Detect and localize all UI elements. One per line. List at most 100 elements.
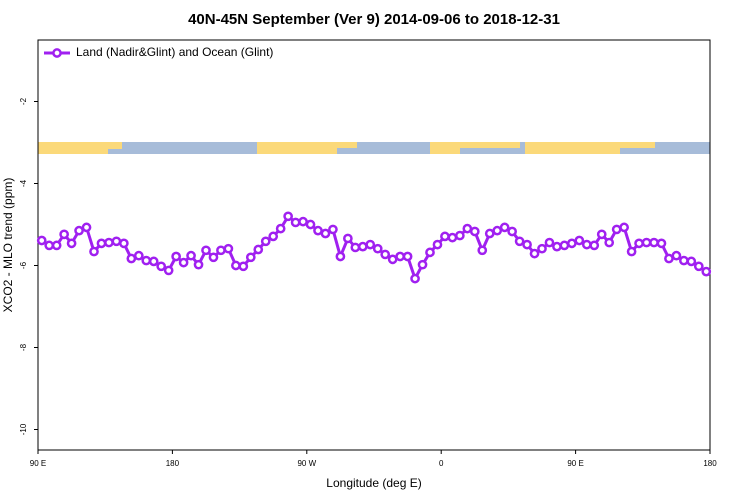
data-point	[499, 222, 510, 233]
data-point	[693, 261, 704, 272]
data-point	[275, 223, 286, 234]
data-point	[178, 257, 189, 268]
data-point	[208, 252, 219, 263]
data-point	[328, 224, 338, 235]
data-point	[44, 240, 55, 251]
data-point	[544, 237, 555, 248]
data-point	[186, 250, 196, 261]
data-point	[238, 261, 249, 272]
data-point	[96, 238, 107, 249]
data-point	[417, 259, 428, 270]
x-tick-label: 180	[703, 459, 717, 468]
data-point	[664, 253, 674, 264]
data-point	[686, 256, 697, 267]
land-ocean-strip	[38, 142, 710, 154]
data-point	[260, 236, 271, 247]
data-point	[133, 250, 144, 261]
data-point	[171, 251, 181, 262]
data-point	[462, 223, 473, 234]
data-point	[36, 235, 47, 246]
x-tick-label: 90 E	[567, 459, 583, 468]
data-point	[126, 253, 137, 264]
data-point	[395, 251, 405, 262]
data-point	[74, 225, 84, 236]
chart-title: 40N-45N September (Ver 9) 2014-09-06 to …	[188, 11, 560, 28]
data-point	[484, 228, 495, 239]
data-point	[283, 211, 293, 222]
data-point	[59, 229, 69, 240]
x-tick-label: 90 E	[30, 459, 46, 468]
data-point	[245, 252, 256, 263]
data-point	[604, 237, 615, 248]
data-point	[298, 216, 308, 227]
data-point	[89, 246, 99, 257]
data-point	[641, 237, 652, 248]
data-point	[649, 237, 659, 248]
data-point	[193, 259, 204, 270]
data-point	[163, 265, 174, 276]
data-point	[320, 228, 331, 239]
data-point	[634, 238, 644, 249]
data-point	[231, 260, 241, 271]
data-point	[477, 245, 488, 256]
x-axis-label: Longitude (deg E)	[326, 476, 421, 490]
data-point	[372, 243, 383, 254]
data-point	[141, 255, 152, 266]
y-tick-label: -10	[19, 423, 28, 435]
plot-frame	[37, 39, 711, 451]
data-point	[679, 255, 689, 266]
data-point	[514, 236, 525, 247]
data-point	[387, 254, 398, 265]
data-point	[148, 256, 159, 267]
data-point	[425, 247, 435, 258]
data-point	[567, 238, 577, 249]
data-point	[335, 251, 346, 262]
data-point	[201, 245, 211, 256]
data-point	[581, 239, 592, 250]
y-tick-label: -6	[19, 261, 28, 269]
y-axis-label: XCO2 - MLO trend (ppm)	[1, 178, 15, 313]
data-point	[626, 246, 637, 257]
data-point	[529, 248, 540, 259]
data-point	[596, 229, 607, 240]
data-point	[290, 217, 301, 228]
data-point	[619, 222, 629, 233]
data-point	[611, 224, 622, 235]
data-point	[574, 235, 585, 246]
x-tick-label: 180	[166, 459, 180, 468]
data-point	[552, 241, 562, 252]
data-point	[51, 240, 62, 251]
data-point	[119, 238, 129, 249]
data-point	[492, 225, 503, 236]
data-point	[559, 240, 570, 251]
data-point	[223, 243, 234, 254]
data-point	[402, 251, 413, 262]
data-point	[268, 231, 279, 242]
data-point	[81, 222, 92, 233]
data-point	[216, 245, 226, 256]
data-point	[671, 250, 682, 261]
legend-label: Land (Nadir&Glint) and Ocean (Glint)	[76, 45, 273, 59]
data-point	[66, 238, 77, 249]
data-point	[432, 239, 443, 250]
data-point	[410, 273, 420, 284]
x-tick-label: 0	[439, 459, 444, 468]
data-point	[156, 261, 167, 272]
data-point	[537, 243, 547, 254]
data-point	[253, 244, 264, 255]
data-point	[104, 237, 114, 248]
legend-marker	[52, 48, 62, 58]
data-point	[357, 241, 368, 252]
data-point	[522, 239, 532, 250]
data-point	[111, 236, 122, 247]
data-point	[440, 231, 450, 242]
data-point	[305, 219, 316, 230]
data-point	[380, 249, 391, 260]
data-point	[701, 266, 712, 277]
x-tick-label: 90 W	[297, 459, 316, 468]
y-tick-label: -8	[19, 343, 28, 351]
data-point	[343, 233, 353, 244]
data-point	[507, 226, 517, 237]
data-point	[656, 238, 667, 249]
